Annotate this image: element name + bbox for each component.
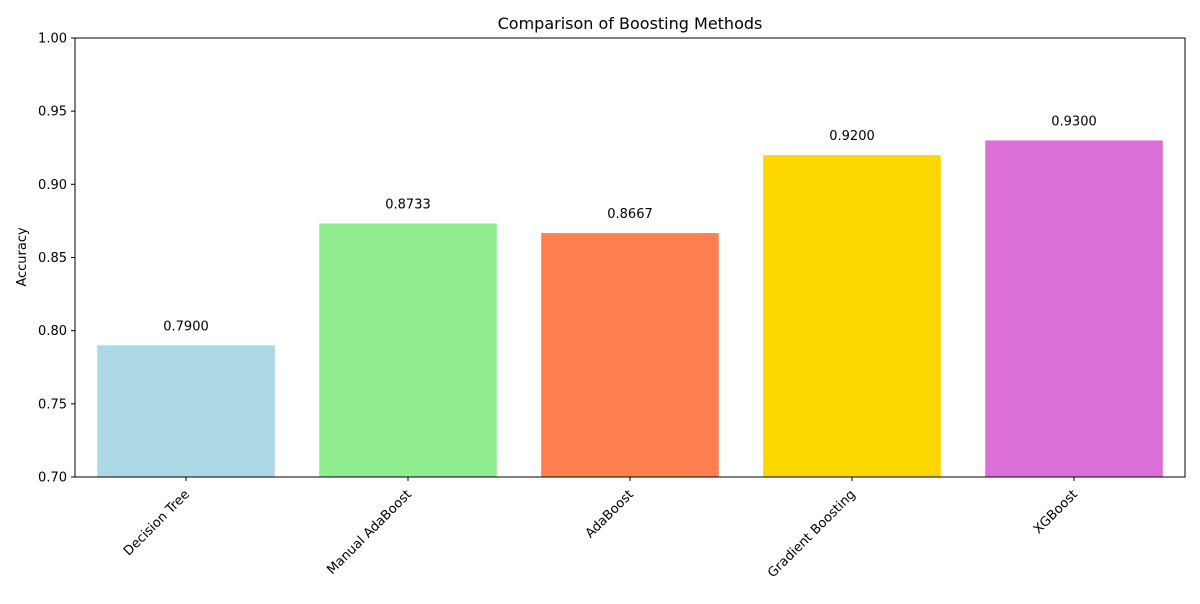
y-tick-label: 0.75 <box>38 397 67 412</box>
y-axis-label: Accuracy <box>15 227 30 287</box>
bar-value-label: 0.9200 <box>829 129 875 144</box>
y-tick-label: 0.95 <box>38 105 67 120</box>
bar <box>97 345 275 477</box>
bar <box>319 223 497 477</box>
bar-value-label: 0.8667 <box>607 207 653 222</box>
bars-layer <box>97 140 1163 478</box>
bar <box>763 155 941 478</box>
plot-frame <box>74 37 1186 478</box>
bar-value-label: 0.7900 <box>163 319 209 334</box>
x-tick-label: Gradient Boosting <box>765 487 859 581</box>
x-tick-label: AdaBoost <box>583 487 637 541</box>
y-axis: 0.70 0.75 0.80 0.85 0.90 0.95 1.00 <box>38 32 75 486</box>
y-tick-label: 1.00 <box>38 32 67 47</box>
x-axis: Decision Tree Manual AdaBoost AdaBoost Grad… <box>121 477 1081 581</box>
y-tick-label: 0.80 <box>38 324 67 339</box>
y-tick-label: 0.70 <box>38 471 67 486</box>
x-tick-label: Manual AdaBoost <box>324 487 414 577</box>
bar <box>541 233 719 477</box>
bar-value-label: 0.9300 <box>1051 114 1097 129</box>
value-labels-layer: 0.7900 0.8733 0.8667 0.9200 0.9300 <box>163 114 1097 334</box>
x-tick-label: Decision Tree <box>121 487 193 559</box>
bar-value-label: 0.8733 <box>385 197 431 212</box>
y-tick-label: 0.90 <box>38 178 67 193</box>
y-tick-label: 0.85 <box>38 251 67 266</box>
x-tick-label: XGBoost <box>1031 487 1081 537</box>
chart-title: Comparison of Boosting Methods <box>498 14 763 33</box>
bar <box>985 140 1163 477</box>
